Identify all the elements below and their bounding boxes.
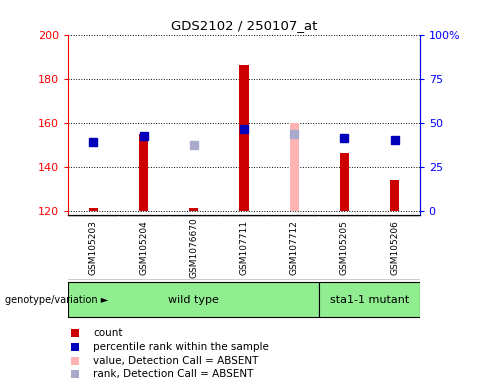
Text: value, Detection Call = ABSENT: value, Detection Call = ABSENT (93, 356, 258, 366)
Text: GSM107711: GSM107711 (240, 220, 248, 275)
Bar (139, 134, 148, 211)
Text: genotype/variation ►: genotype/variation ► (5, 295, 108, 305)
Text: sta1-1 mutant: sta1-1 mutant (330, 295, 409, 305)
Bar (290, 122, 299, 211)
Bar (319, 282, 420, 317)
Bar (189, 209, 198, 211)
Title: GDS2102 / 250107_at: GDS2102 / 250107_at (171, 19, 317, 32)
Text: GSM105204: GSM105204 (139, 220, 148, 275)
Text: GSM107712: GSM107712 (290, 220, 299, 275)
Text: wild type: wild type (168, 295, 219, 305)
Text: GSM105206: GSM105206 (390, 220, 399, 275)
Text: GSM1076670: GSM1076670 (189, 217, 198, 278)
Bar (240, 65, 248, 211)
Text: GSM105203: GSM105203 (89, 220, 98, 275)
Bar (89, 209, 98, 211)
Text: GSM105205: GSM105205 (340, 220, 349, 275)
Text: rank, Detection Call = ABSENT: rank, Detection Call = ABSENT (93, 369, 253, 379)
Bar (68, 282, 319, 317)
Text: count: count (93, 328, 122, 338)
Bar (340, 154, 349, 211)
Bar (390, 180, 399, 211)
Text: percentile rank within the sample: percentile rank within the sample (93, 342, 269, 352)
